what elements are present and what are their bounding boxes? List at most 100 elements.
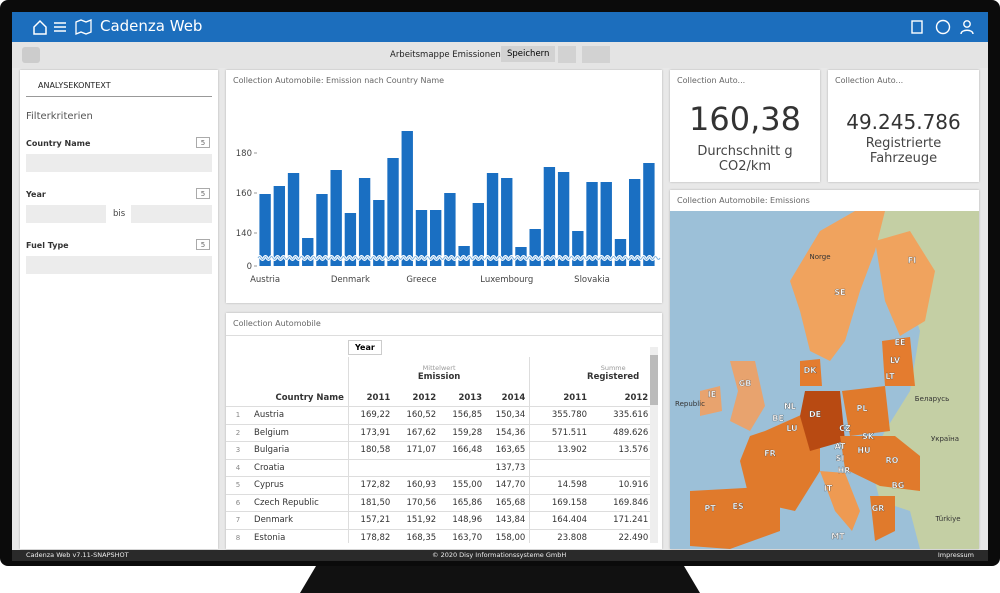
cell: 163,70 <box>440 529 487 543</box>
map-label: RO <box>886 456 899 465</box>
screen: Cadenza Web Arbeitsmappe Emissionen Spei… <box>12 12 988 561</box>
table-body: Mittelwert Emission Summe Registered Country… <box>226 357 650 543</box>
map-label: Türkiye <box>934 515 960 523</box>
x-tick-label: Slovakia <box>574 275 610 285</box>
cell: 154,36 <box>486 424 530 442</box>
row-number: 7 <box>226 511 251 530</box>
cell: 172,82 <box>348 476 395 495</box>
context-button[interactable] <box>22 47 40 63</box>
filter-input[interactable] <box>131 205 212 223</box>
bar <box>302 238 314 266</box>
kpi-caption: Registrierte Fahrzeuge <box>865 136 942 166</box>
x-tick-label: Denmark <box>331 275 370 285</box>
filter-input[interactable] <box>26 205 106 223</box>
row-label: Cyprus <box>250 476 349 495</box>
filter-input[interactable] <box>26 256 212 274</box>
bar <box>643 163 655 266</box>
cell <box>394 459 441 477</box>
map-label: HR <box>838 466 851 475</box>
y-tick-label: 140 <box>236 229 252 239</box>
x-tick-label: Luxembourg <box>480 275 533 285</box>
bar <box>557 172 570 266</box>
row-header: Country Name <box>250 389 349 407</box>
footer: Cadenza Web v7.11-SNAPSHOT © 2020 Disy I… <box>12 550 988 561</box>
map-label: BE <box>772 414 784 423</box>
cell: 165,86 <box>440 494 487 512</box>
cell: 173,91 <box>348 424 395 442</box>
bar <box>273 186 286 266</box>
filter-count: 5 <box>196 188 210 199</box>
cell: 13.902 <box>529 441 592 460</box>
cell <box>348 459 395 477</box>
data-table: Mittelwert Emission Summe Registered Country… <box>226 357 650 543</box>
footer-imprint[interactable]: Impressum <box>937 551 974 559</box>
cell: 180,58 <box>348 441 395 460</box>
bar <box>344 213 357 266</box>
add-button[interactable] <box>582 46 610 63</box>
map-label: SK <box>862 432 875 441</box>
nav-icons[interactable] <box>32 19 92 35</box>
row-number: 8 <box>226 529 251 543</box>
group-name: Emission <box>417 372 461 382</box>
map-label: EE <box>895 338 906 347</box>
cell: 151,92 <box>394 511 441 530</box>
map-label: DE <box>809 410 821 419</box>
cell: 150,34 <box>486 406 530 425</box>
filter-input[interactable] <box>26 154 212 172</box>
row-number: 4 <box>226 459 251 477</box>
cell: 355.780 <box>529 406 592 425</box>
bar <box>472 203 485 266</box>
header-cell <box>226 357 250 389</box>
row-label: Denmark <box>250 511 349 530</box>
cell: 571.511 <box>529 424 592 442</box>
group-name: Registered <box>587 372 640 382</box>
cell: 14.598 <box>529 476 592 495</box>
bar <box>316 194 328 266</box>
x-tick-label: Austria <box>250 275 280 285</box>
cell <box>440 459 487 477</box>
header-cell <box>226 389 251 407</box>
footer-copyright: © 2020 Disy Informationssysteme GmbH <box>432 551 567 559</box>
year-header: 2013 <box>440 389 487 407</box>
pivot-field[interactable]: Year <box>348 340 382 355</box>
menu-button[interactable] <box>558 46 576 63</box>
save-button[interactable]: Speichern <box>501 46 556 62</box>
range-word: bis <box>113 209 126 219</box>
bar <box>358 178 371 266</box>
bar <box>259 194 271 266</box>
bar-chart: 0 140 160 180 Austria Denmark Greece Luxembourg… <box>236 131 662 285</box>
cell: 164.404 <box>529 511 592 530</box>
cell: 23.808 <box>529 529 592 543</box>
cell: 178,82 <box>348 529 395 543</box>
cell: 169.158 <box>529 494 592 512</box>
map-label: LV <box>890 356 901 365</box>
year-header: 2012 <box>394 389 441 407</box>
bar <box>614 239 627 266</box>
kpi-card: Collection Auto... 49.245.786 Registrier… <box>828 70 979 182</box>
cell: 335.616 <box>591 406 650 425</box>
cell: 169,22 <box>348 406 395 425</box>
bar <box>401 131 413 266</box>
map-label: GB <box>739 379 752 388</box>
map-label: AT <box>834 442 846 451</box>
bar <box>486 173 499 266</box>
cell: 171.241 <box>591 511 650 530</box>
bar <box>628 179 641 266</box>
row-number: 5 <box>226 476 251 495</box>
row-label: Estonia <box>250 529 349 543</box>
row-label: Austria <box>250 406 349 425</box>
year-header: 2011 <box>529 389 592 407</box>
map-label: FR <box>764 449 776 458</box>
map-label: FI <box>908 256 916 265</box>
map-label: NL <box>784 402 796 411</box>
cell: 159,28 <box>440 424 487 442</box>
map-label: Norge <box>809 253 830 261</box>
map-label: HU <box>857 446 870 455</box>
workbook-name[interactable]: Arbeitsmappe Emissionen <box>390 50 501 60</box>
map-label: GR <box>872 504 885 513</box>
row-label: Bulgaria <box>250 441 349 460</box>
chart-panel: Collection Automobile: Emission nach Cou… <box>226 70 662 303</box>
header-icons[interactable] <box>910 19 980 35</box>
sidebar: ANALYSEKONTEXT Filterkriterien Country N… <box>20 70 218 549</box>
bar <box>572 231 584 266</box>
